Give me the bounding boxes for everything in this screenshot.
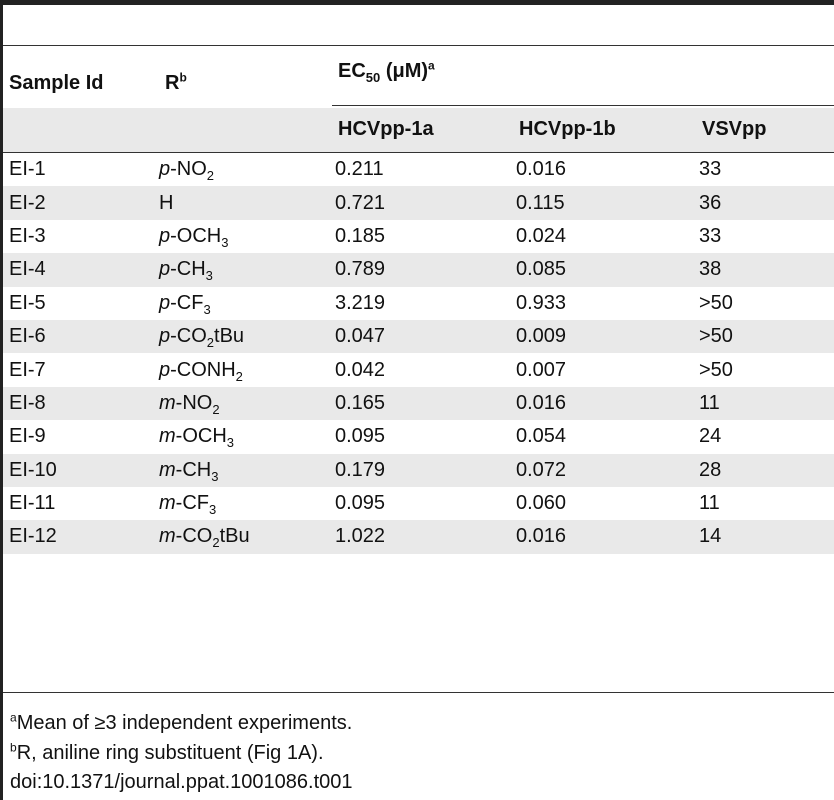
cell-vsvpp: >50 <box>699 319 834 354</box>
table-row: EI-6 p-CO2tBu 0.047 0.009 >50 <box>3 319 834 354</box>
cell-sample-id: EI-9 <box>9 425 46 448</box>
footnote-a: aMean of ≥3 independent experiments. <box>10 710 353 734</box>
ec50-group-rule <box>332 105 834 106</box>
cell-hcvpp-1b: 0.085 <box>516 253 699 287</box>
cell-hcvpp-1b: 0.007 <box>516 358 567 381</box>
cell-sample-id: EI-8 <box>3 386 159 421</box>
top-rule <box>0 0 834 5</box>
table-row: EI-8 m-NO2 0.165 0.016 11 <box>3 386 834 421</box>
cell-sample-id: EI-1 <box>9 158 46 181</box>
cell-hcvpp-1a: 0.095 <box>335 425 386 448</box>
cell-hcvpp-1b: 0.016 <box>516 386 699 421</box>
cell-hcvpp-1a: 0.042 <box>335 358 386 381</box>
header-sample-id: Sample Id <box>9 72 104 94</box>
cell-substituent: p-CO2tBu <box>159 319 335 354</box>
cell-vsvpp: 14 <box>699 520 834 554</box>
cell-sample-id: EI-12 <box>3 520 159 554</box>
cell-hcvpp-1a: 0.047 <box>335 319 516 354</box>
cell-substituent: p-OCH3 <box>159 224 229 250</box>
cell-substituent: p-NO2 <box>159 158 215 184</box>
cell-hcvpp-1a: 0.095 <box>335 492 386 515</box>
cell-vsvpp: 33 <box>699 224 722 247</box>
table-row: EI-12 m-CO2tBu 1.022 0.016 14 <box>3 520 834 554</box>
cell-hcvpp-1b: 0.009 <box>516 319 699 354</box>
cell-substituent: p-CH3 <box>159 253 335 287</box>
footnote-b: bR, aniline ring substituent (Fig 1A). <box>10 740 324 764</box>
cell-vsvpp: 28 <box>699 453 834 487</box>
cell-sample-id: EI-7 <box>9 358 46 381</box>
cell-hcvpp-1a: 0.789 <box>335 253 516 287</box>
cell-sample-id: EI-6 <box>3 319 159 354</box>
cell-vsvpp: 33 <box>699 158 722 181</box>
cell-hcvpp-1b: 0.933 <box>516 291 567 314</box>
cell-hcvpp-1a: 0.721 <box>335 186 516 220</box>
cell-hcvpp-1b: 0.054 <box>516 425 567 448</box>
cell-sample-id: EI-10 <box>3 453 159 487</box>
cell-substituent: p-CF3 <box>159 291 211 317</box>
cell-hcvpp-1b: 0.024 <box>516 224 567 247</box>
cell-vsvpp: >50 <box>699 291 733 314</box>
header-r: Rb <box>165 70 187 94</box>
table-row: EI-4 p-CH3 0.789 0.085 38 <box>3 253 834 287</box>
cell-hcvpp-1b: 0.016 <box>516 158 567 181</box>
cell-substituent: m-CH3 <box>159 453 335 487</box>
table-row: EI-3 p-OCH3 0.185 0.024 33 <box>3 220 834 253</box>
cell-hcvpp-1a: 0.211 <box>335 158 384 181</box>
table-row: EI-10 m-CH3 0.179 0.072 28 <box>3 453 834 487</box>
cell-sample-id: EI-4 <box>3 253 159 287</box>
table-row: EI-11 m-CF3 0.095 0.060 11 <box>3 487 834 520</box>
header-hcvpp-1b: HCVpp-1b <box>519 118 616 140</box>
cell-substituent: m-OCH3 <box>159 425 235 451</box>
cell-hcvpp-1b: 0.060 <box>516 492 567 515</box>
cell-sample-id: EI-3 <box>9 224 46 247</box>
cell-sample-id: EI-11 <box>9 492 56 515</box>
data-table: EI-1 p-NO2 0.211 0.016 33 EI-2 H 0.721 0.115 36 EI… <box>3 153 834 554</box>
header-bottom-rule <box>3 152 834 153</box>
cell-sample-id: EI-5 <box>9 291 46 314</box>
cell-vsvpp: 11 <box>699 386 834 421</box>
header-ec50: EC50 (μM)a <box>338 58 435 85</box>
header-vsvpp: VSVpp <box>702 118 767 140</box>
cell-hcvpp-1b: 0.072 <box>516 453 699 487</box>
cell-hcvpp-1a: 0.185 <box>335 224 386 247</box>
header-top-rule <box>3 45 834 46</box>
sub-header-band <box>3 108 834 152</box>
header-hcvpp-1a: HCVpp-1a <box>338 118 434 140</box>
cell-vsvpp: 36 <box>699 186 834 220</box>
table-row: EI-7 p-CONH2 0.042 0.007 >50 <box>3 353 834 386</box>
cell-vsvpp: 24 <box>699 425 722 448</box>
cell-substituent: H <box>159 186 335 220</box>
cell-hcvpp-1a: 3.219 <box>335 291 386 314</box>
table-bottom-rule <box>3 692 834 693</box>
table-row: EI-2 H 0.721 0.115 36 <box>3 186 834 220</box>
cell-substituent: m-CF3 <box>159 492 217 518</box>
table-row: EI-9 m-OCH3 0.095 0.054 24 <box>3 420 834 453</box>
cell-vsvpp: 38 <box>699 253 834 287</box>
cell-vsvpp: >50 <box>699 358 733 381</box>
cell-substituent: m-CO2tBu <box>159 520 335 554</box>
cell-hcvpp-1a: 1.022 <box>335 520 516 554</box>
doi-text: doi:10.1371/journal.ppat.1001086.t001 <box>10 771 353 793</box>
table-row: EI-1 p-NO2 0.211 0.016 33 <box>3 153 834 186</box>
cell-hcvpp-1a: 0.179 <box>335 453 516 487</box>
cell-substituent: m-NO2 <box>159 386 335 421</box>
cell-sample-id: EI-2 <box>3 186 159 220</box>
cell-hcvpp-1b: 0.016 <box>516 520 699 554</box>
cell-substituent: p-CONH2 <box>159 358 243 384</box>
cell-hcvpp-1a: 0.165 <box>335 386 516 421</box>
cell-hcvpp-1b: 0.115 <box>516 186 699 220</box>
cell-vsvpp: 11 <box>699 492 720 515</box>
table-row: EI-5 p-CF3 3.219 0.933 >50 <box>3 287 834 320</box>
